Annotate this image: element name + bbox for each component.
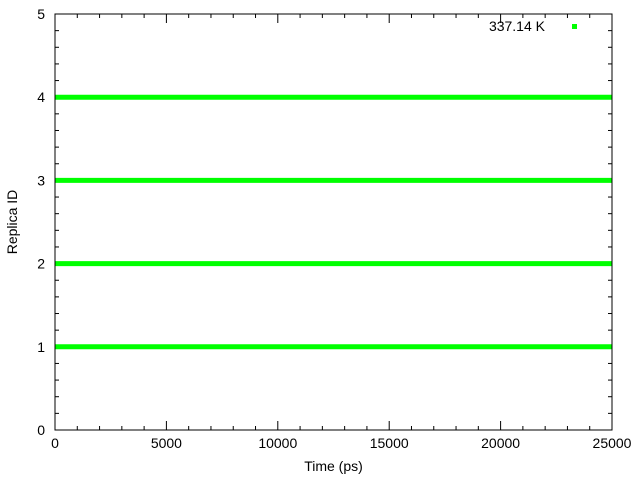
series-layer bbox=[55, 94, 612, 350]
y-tick-label: 0 bbox=[37, 422, 45, 438]
x-tick-label: 10000 bbox=[258, 435, 297, 451]
x-tick-labels: 0 5000 10000 15000 20000 25000 bbox=[51, 435, 632, 451]
legend: 337.14 K bbox=[489, 18, 577, 34]
y-tick-label: 1 bbox=[37, 339, 45, 355]
x-tick-label: 20000 bbox=[481, 435, 520, 451]
ticks-layer bbox=[54, 13, 613, 431]
x-tick-label: 15000 bbox=[370, 435, 409, 451]
y-tick-label: 2 bbox=[37, 256, 45, 272]
y-tick-label: 3 bbox=[37, 172, 45, 188]
y-tick-label: 5 bbox=[37, 6, 45, 22]
x-tick-label: 25000 bbox=[593, 435, 632, 451]
x-axis-label: Time (ps) bbox=[304, 458, 363, 474]
y-tick-labels: 0 1 2 3 4 5 bbox=[37, 6, 45, 438]
x-tick-label: 5000 bbox=[151, 435, 182, 451]
plot-frame bbox=[54, 13, 613, 431]
x-tick-label: 0 bbox=[51, 435, 59, 451]
y-axis-label: Replica ID bbox=[4, 190, 20, 255]
legend-marker bbox=[572, 24, 577, 29]
y-tick-label: 4 bbox=[37, 89, 45, 105]
legend-label: 337.14 K bbox=[489, 18, 546, 34]
